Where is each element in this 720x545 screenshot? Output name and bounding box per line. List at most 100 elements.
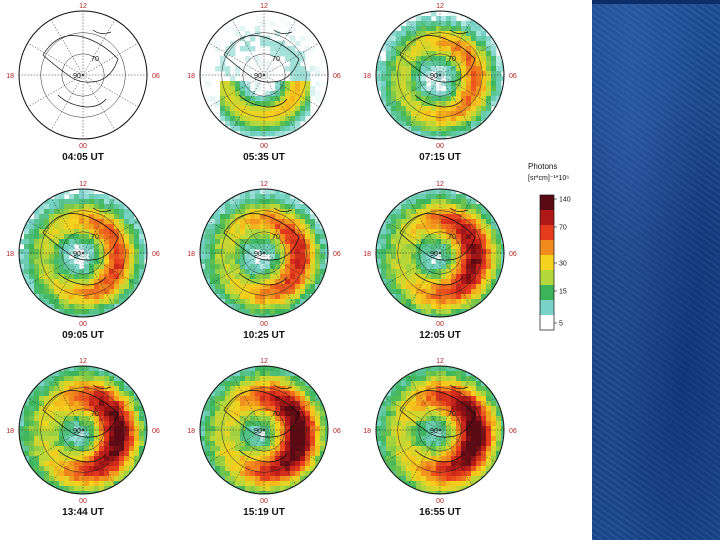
intensity-cell — [466, 126, 472, 132]
intensity-cell — [24, 274, 30, 280]
map-border — [199, 10, 329, 140]
intensity-cell — [421, 131, 427, 137]
intensity-cell — [84, 456, 90, 462]
intensity-cell — [446, 239, 452, 245]
clock-label-right: 06 — [333, 428, 341, 435]
intensity-cell — [129, 401, 135, 407]
intensity-cell — [245, 476, 251, 482]
intensity-cell — [411, 71, 417, 77]
intensity-cell — [406, 391, 412, 397]
intensity-cell — [320, 234, 326, 240]
intensity-cell — [240, 421, 246, 427]
intensity-cell — [39, 381, 45, 387]
intensity-cell — [431, 204, 437, 210]
intensity-cell — [260, 264, 266, 270]
intensity-cell — [64, 446, 70, 452]
intensity-cell — [89, 396, 95, 402]
intensity-cell — [235, 121, 241, 127]
intensity-cell — [300, 421, 306, 427]
intensity-cell — [245, 451, 251, 457]
intensity-cell — [240, 481, 246, 487]
intensity-cell — [54, 234, 60, 240]
intensity-cell — [44, 401, 50, 407]
intensity-cell — [69, 391, 75, 397]
intensity-cell — [104, 204, 110, 210]
intensity-cell — [119, 371, 125, 377]
intensity-cell — [376, 21, 382, 27]
intensity-cell — [401, 214, 407, 220]
intensity-cell — [421, 239, 427, 245]
intensity-cell — [49, 366, 55, 372]
intensity-cell — [134, 279, 140, 285]
intensity-cell — [215, 431, 221, 437]
intensity-cell — [476, 26, 482, 32]
intensity-cell — [240, 209, 246, 215]
intensity-cell — [39, 294, 45, 300]
intensity-cell — [250, 194, 256, 200]
intensity-cell — [109, 254, 115, 260]
intensity-cell — [310, 136, 316, 139]
intensity-cell — [79, 199, 85, 205]
intensity-cell — [315, 189, 321, 195]
intensity-cell — [285, 229, 291, 235]
intensity-cell — [451, 456, 457, 462]
intensity-cell — [406, 234, 412, 240]
intensity-cell — [386, 491, 392, 494]
intensity-cell — [220, 461, 226, 467]
intensity-cell — [260, 401, 266, 407]
intensity-cell — [481, 294, 487, 300]
intensity-cell — [486, 451, 492, 457]
intensity-cell — [124, 209, 130, 215]
intensity-cell — [466, 214, 472, 220]
intensity-cell — [39, 234, 45, 240]
intensity-cell — [295, 411, 301, 417]
intensity-cell — [29, 294, 35, 300]
intensity-cell — [200, 264, 206, 270]
intensity-cell — [280, 131, 286, 137]
intensity-cell — [270, 476, 276, 482]
intensity-cell — [386, 194, 392, 200]
intensity-cell — [220, 486, 226, 492]
intensity-cell — [99, 259, 105, 265]
intensity-cell — [310, 446, 316, 452]
intensity-cell — [381, 416, 387, 422]
intensity-cell — [275, 121, 281, 127]
intensity-cell — [49, 491, 55, 494]
intensity-cell — [315, 136, 321, 139]
intensity-cell — [215, 254, 221, 260]
intensity-cell — [295, 451, 301, 457]
intensity-cell — [275, 436, 281, 442]
intensity-cell — [461, 491, 467, 494]
intensity-cell — [491, 476, 497, 482]
intensity-cell — [486, 76, 492, 82]
intensity-cell — [486, 476, 492, 482]
intensity-cell — [305, 224, 311, 230]
intensity-cell — [386, 61, 392, 67]
intensity-cell — [496, 421, 502, 427]
intensity-cell — [134, 254, 140, 260]
intensity-cell — [396, 274, 402, 280]
intensity-cell — [486, 194, 492, 200]
intensity-cell — [421, 224, 427, 230]
intensity-cell — [44, 224, 50, 230]
intensity-cell — [255, 224, 261, 230]
intensity-cell — [260, 411, 266, 417]
intensity-cell — [205, 264, 211, 270]
intensity-cell — [275, 401, 281, 407]
intensity-cell — [205, 194, 211, 200]
intensity-cell — [104, 269, 110, 275]
intensity-cell — [285, 31, 291, 37]
intensity-cell — [426, 406, 432, 412]
intensity-cell — [290, 269, 296, 275]
intensity-cell — [461, 214, 467, 220]
intensity-cell — [74, 481, 80, 487]
intensity-cell — [501, 304, 504, 310]
intensity-cell — [451, 254, 457, 260]
intensity-cell — [501, 279, 504, 285]
intensity-cell — [134, 481, 140, 487]
intensity-cell — [416, 401, 422, 407]
intensity-cell — [250, 209, 256, 215]
intensity-cell — [74, 209, 80, 215]
intensity-cell — [481, 391, 487, 397]
intensity-cell — [421, 396, 427, 402]
